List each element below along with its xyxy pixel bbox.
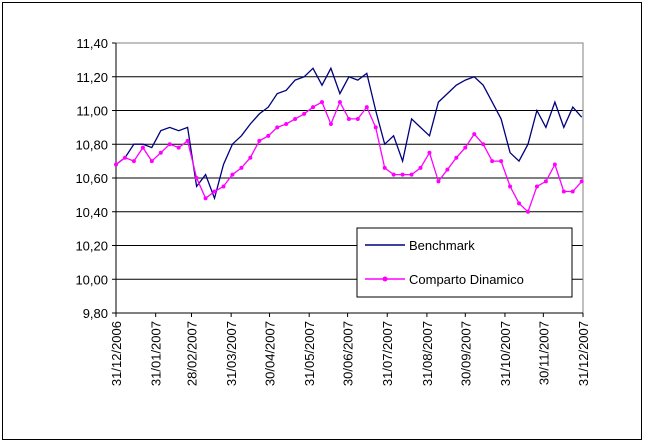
point bbox=[328, 122, 333, 126]
x-tick-label: 31/12/2007 bbox=[576, 321, 591, 386]
point bbox=[149, 159, 154, 164]
x-tick-label: 31/01/2007 bbox=[149, 321, 164, 386]
point bbox=[570, 189, 575, 194]
y-tick-label: 10,80 bbox=[75, 137, 108, 152]
point bbox=[319, 100, 324, 105]
point bbox=[221, 184, 226, 189]
point bbox=[445, 167, 450, 172]
y-tick-label: 10,00 bbox=[75, 272, 108, 287]
point bbox=[114, 162, 118, 167]
point bbox=[311, 105, 316, 110]
point bbox=[185, 138, 190, 143]
point bbox=[158, 150, 163, 155]
point bbox=[427, 150, 432, 155]
point bbox=[212, 189, 217, 194]
point bbox=[122, 155, 127, 160]
x-tick-label: 30/11/2007 bbox=[536, 321, 551, 385]
point bbox=[508, 184, 513, 189]
point bbox=[552, 162, 557, 167]
point bbox=[490, 159, 495, 164]
chart-frame bbox=[2, 2, 642, 440]
y-tick-label: 10,40 bbox=[75, 205, 108, 220]
point bbox=[257, 138, 262, 143]
x-tick-label: 31/07/2007 bbox=[380, 321, 395, 386]
point bbox=[364, 105, 369, 110]
point bbox=[302, 111, 307, 116]
point bbox=[463, 145, 468, 150]
point bbox=[266, 133, 271, 138]
x-tick-label: 31/03/2007 bbox=[224, 321, 239, 386]
x-tick-label: 30/06/2007 bbox=[341, 321, 356, 386]
point bbox=[284, 122, 289, 126]
point bbox=[131, 159, 136, 164]
x-tick-label: 31/12/2006 bbox=[109, 321, 124, 386]
point bbox=[499, 159, 504, 164]
x-tick-label: 30/09/2007 bbox=[458, 321, 473, 386]
x-tick-label: 31/08/2007 bbox=[420, 321, 435, 386]
x-tick-label: 31/05/2007 bbox=[302, 321, 317, 386]
point bbox=[454, 155, 459, 160]
legend-label: Benchmark bbox=[409, 238, 475, 253]
point bbox=[579, 179, 584, 184]
x-tick-label: 30/04/2007 bbox=[263, 321, 278, 386]
point bbox=[534, 184, 539, 189]
point bbox=[400, 172, 405, 177]
y-tick-label: 10,20 bbox=[75, 239, 108, 254]
point bbox=[346, 116, 351, 121]
point bbox=[248, 155, 253, 160]
point bbox=[525, 209, 530, 214]
point bbox=[382, 165, 387, 170]
point bbox=[337, 100, 342, 105]
point bbox=[436, 179, 441, 184]
point bbox=[293, 116, 298, 121]
point bbox=[561, 189, 566, 194]
point bbox=[543, 179, 548, 184]
y-tick-label: 9,80 bbox=[83, 306, 108, 321]
y-tick-label: 11,40 bbox=[76, 36, 108, 51]
point bbox=[167, 142, 172, 147]
point bbox=[194, 176, 199, 180]
point bbox=[391, 172, 396, 177]
point bbox=[481, 142, 486, 147]
y-tick-label: 11,00 bbox=[76, 104, 108, 119]
point bbox=[418, 165, 423, 170]
point bbox=[275, 125, 280, 130]
point bbox=[472, 132, 477, 137]
point bbox=[230, 172, 235, 177]
point bbox=[355, 116, 360, 121]
point bbox=[203, 196, 208, 201]
point bbox=[373, 125, 378, 130]
x-tick-label: 28/02/2007 bbox=[184, 321, 199, 386]
legend-box bbox=[356, 227, 573, 298]
point bbox=[517, 201, 522, 206]
point bbox=[239, 165, 244, 170]
legend-marker bbox=[382, 276, 388, 282]
point bbox=[409, 172, 414, 177]
legend-label: Comparto Dinamico bbox=[409, 272, 524, 287]
y-tick-label: 10,60 bbox=[75, 171, 108, 186]
y-tick-label: 11,20 bbox=[76, 70, 108, 85]
point bbox=[176, 145, 181, 150]
x-tick-label: 31/10/2007 bbox=[498, 321, 513, 386]
point bbox=[140, 145, 145, 150]
